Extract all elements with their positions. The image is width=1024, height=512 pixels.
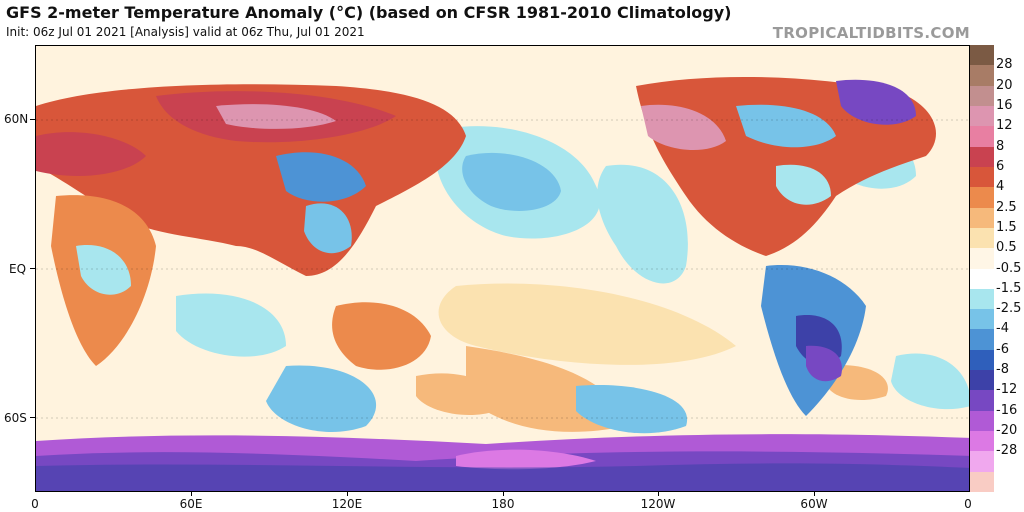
southern-ocean-warm [416,373,498,416]
colorbar-label: -12 [996,382,1018,398]
colorbar-label: 12 [996,118,1013,134]
south-atlantic-warm [826,365,888,401]
colorbar-segment [970,370,994,391]
lat-tick [30,268,35,269]
colorbar-segment [970,187,994,209]
antarctica-pink [456,449,596,470]
colorbar-label: 8 [996,138,1005,154]
east-pacific-cool [597,164,688,284]
colorbar-segment [970,268,994,290]
colorbar-segment [970,207,994,229]
east-asia-cool [304,203,352,254]
anomaly-map [35,45,970,492]
colorbar-label: 16 [996,97,1013,113]
lon-label-180: 180 [491,497,515,511]
lat-label-eq: EQ [9,262,27,276]
lon-label-60w: 60W [800,497,828,511]
colorbar-segment [970,166,994,188]
colorbar-label: 4 [996,179,1005,195]
lon-tick [503,492,504,496]
colorbar-segment [970,146,994,168]
colorbar-label: -16 [996,402,1018,418]
colorbar-label: -28 [996,443,1018,459]
lon-label-0-right: 0 [964,497,972,511]
colorbar-segment [970,349,994,371]
colorbar-segment [970,248,994,269]
colorbar [970,45,994,493]
lon-label-60e: 60E [179,497,203,511]
colorbar-label: -6 [996,341,1009,357]
lon-tick [814,492,815,496]
southern-ocean-cool-2 [576,385,688,434]
colorbar-label: 28 [996,57,1013,73]
map-title: GFS 2-meter Temperature Anomaly (°C) (ba… [6,3,732,22]
colorbar-label: -2.5 [996,301,1022,317]
colorbar-segment [970,431,994,452]
colorbar-segment [970,451,994,473]
eastern-us-cool [776,164,831,205]
colorbar-label: -8 [996,362,1009,378]
nw-america-hot [641,104,726,151]
colorbar-label: -4 [996,321,1009,337]
colorbar-segment [970,471,994,493]
colorbar-segment [970,309,994,330]
north-pacific-cool-core [462,152,561,211]
lat-tick [30,417,35,418]
colorbar-segment [970,85,994,107]
lon-label-120w: 120W [640,497,676,511]
colorbar-segment [970,126,994,148]
colorbar-segment [970,410,994,432]
antarctica-cool-band [36,463,969,491]
lon-tick [191,492,192,496]
south-atlantic-cool [891,353,969,410]
europe-warm [36,132,146,176]
canada-cool [736,104,836,148]
greenland-cool [836,79,916,125]
colorbar-label: 2.5 [996,199,1017,215]
central-asia-cool [276,152,366,202]
colorbar-segment [970,65,994,87]
tropical-pacific-warm [438,283,736,365]
southern-ocean-cool-1 [266,365,377,432]
colorbar-label: 20 [996,77,1013,93]
colorbar-label: -1.5 [996,280,1022,296]
africa-cool [76,245,131,295]
colorbar-segment [970,390,994,412]
colorbar-label: 6 [996,158,1005,174]
lon-label-120e: 120E [331,497,363,511]
map-subtitle: Init: 06z Jul 01 2021 [Analysis] valid a… [6,25,365,39]
anomaly-field [36,46,969,491]
colorbar-label: 1.5 [996,219,1017,235]
colorbar-segment [970,288,994,310]
colorbar-segment [970,45,994,66]
lon-label-0-left: 0 [31,497,39,511]
eurasia-land [36,84,466,277]
colorbar-label: -20 [996,423,1018,439]
siberia-hot-core [216,104,336,129]
colorbar-label: -0.5 [996,260,1022,276]
site-brand: TROPICALTIDBITS.COM [772,24,970,42]
colorbar-segment [970,329,994,351]
lon-tick [347,492,348,496]
colorbar-segment [970,227,994,249]
south-america-purple [806,345,842,382]
lon-tick [658,492,659,496]
lat-label-60s: 60S [4,411,27,425]
lat-label-60n: 60N [4,112,29,126]
lat-tick [30,119,35,120]
colorbar-segment [970,105,994,127]
colorbar-label: 0.5 [996,240,1017,256]
australia-land [332,302,431,370]
indian-ocean-cool [176,293,286,357]
